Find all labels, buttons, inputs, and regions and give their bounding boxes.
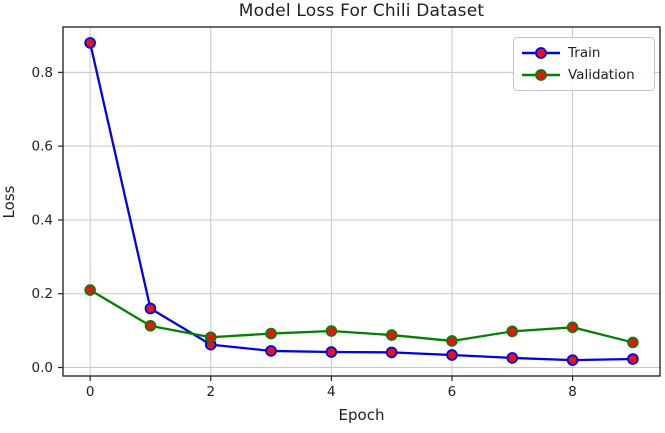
legend-label-validation: Validation xyxy=(568,67,635,83)
legend-item-train: Train xyxy=(521,42,646,64)
y-tick-label: 0.4 xyxy=(32,212,53,228)
y-tick-label: 0.2 xyxy=(32,286,53,302)
validation-line-marker-icon xyxy=(522,69,560,81)
legend-label-train: Train xyxy=(568,45,601,61)
x-tick-label: 2 xyxy=(206,384,215,400)
validation-data-point xyxy=(627,336,639,349)
x-tick-label: 8 xyxy=(568,384,577,400)
y-tick-label: 0.8 xyxy=(32,65,53,81)
x-axis-label: Epoch xyxy=(338,406,385,424)
x-tick-label: 0 xyxy=(86,384,95,400)
chart-title: Model Loss For Chili Dataset xyxy=(238,1,485,21)
validation-data-point xyxy=(325,325,338,337)
legend-item-validation: Validation xyxy=(521,64,646,86)
train-data-point xyxy=(325,346,338,358)
validation-data-point xyxy=(385,329,398,341)
validation-data-point xyxy=(506,325,519,338)
train-data-point xyxy=(385,346,398,359)
train-line-marker-icon xyxy=(522,47,560,59)
train-data-point xyxy=(506,352,519,364)
plot-frame xyxy=(62,26,661,377)
train-data-point xyxy=(627,353,639,365)
validation-data-point xyxy=(144,320,157,332)
legend: Train Validation xyxy=(513,37,655,91)
validation-data-point xyxy=(566,321,579,334)
validation-data-point xyxy=(84,284,96,296)
validation-data-point xyxy=(265,327,277,340)
x-tick-label: 4 xyxy=(327,384,336,400)
train-data-point xyxy=(265,345,277,357)
y-tick-label: 0.0 xyxy=(32,360,53,376)
validation-data-point xyxy=(204,331,217,344)
y-axis-label: Loss xyxy=(0,185,18,219)
train-data-point xyxy=(446,349,458,361)
validation-data-point xyxy=(446,335,458,347)
x-tick-label: 6 xyxy=(448,384,457,400)
validation-line xyxy=(88,288,635,344)
train-data-point xyxy=(84,37,96,49)
train-data-point xyxy=(566,354,579,366)
y-tick-label: 0.6 xyxy=(32,139,53,155)
train-data-point xyxy=(144,302,157,315)
train-line xyxy=(88,41,635,362)
